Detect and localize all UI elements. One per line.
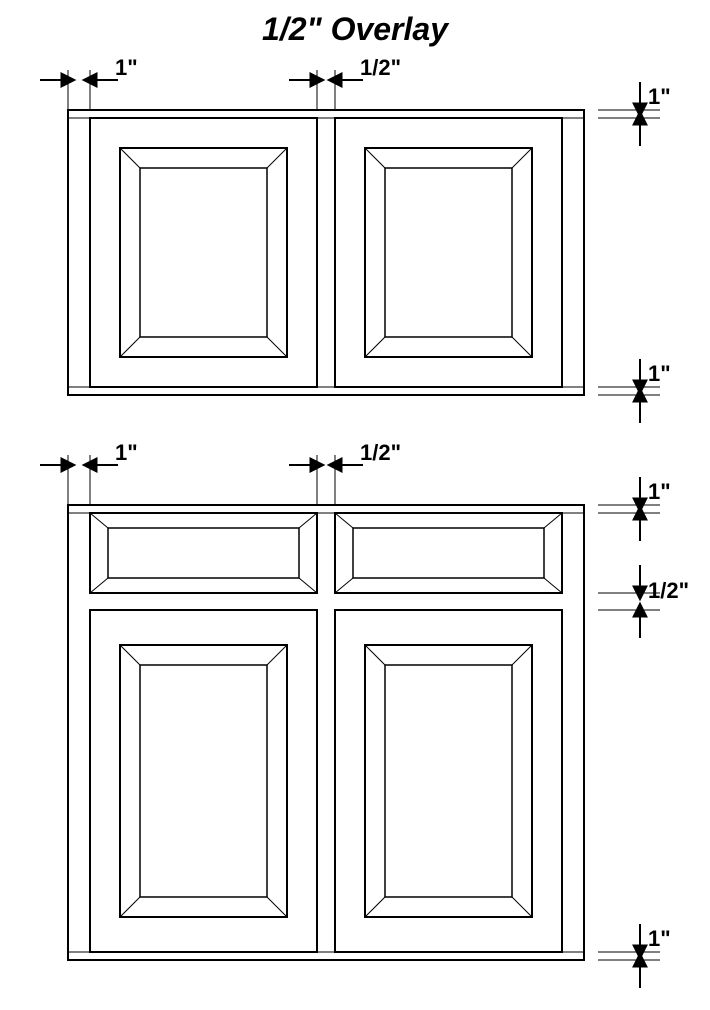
page-title: 1/2" Overlay	[262, 11, 450, 47]
lower-dim-right-mid: 1/2"	[648, 578, 689, 603]
upper-dim-center: 1/2"	[360, 55, 401, 80]
upper-dim-right-bottom: 1"	[648, 361, 671, 386]
lower-door-left	[90, 610, 317, 952]
lower-dim-right-top: 1"	[648, 479, 671, 504]
lower-dim-center: 1/2"	[360, 440, 401, 465]
upper-dim-right-top: 1"	[648, 84, 671, 109]
lower-cabinet: 1" 1/2"	[40, 440, 689, 988]
upper-door-right	[335, 118, 562, 387]
lower-drawer-right	[335, 513, 562, 593]
upper-dim-left: 1"	[115, 55, 138, 80]
lower-door-right	[335, 610, 562, 952]
upper-door-left	[90, 118, 317, 387]
lower-dim-right-bottom: 1"	[648, 926, 671, 951]
lower-drawer-left	[90, 513, 317, 593]
lower-dim-left: 1"	[115, 440, 138, 465]
upper-cabinet: 1" 1/2"	[40, 55, 671, 423]
